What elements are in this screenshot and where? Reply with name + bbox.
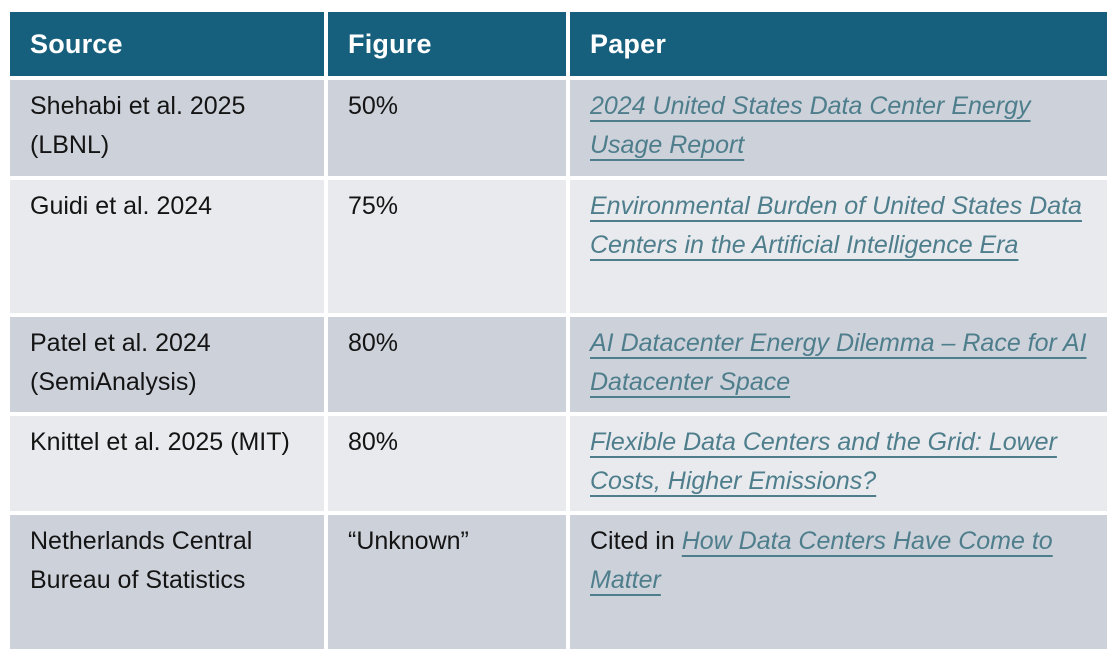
- figure-cell: 75%: [328, 180, 566, 313]
- figure-cell: 80%: [328, 416, 566, 511]
- paper-link[interactable]: Flexible Data Centers and the Grid: Lowe…: [590, 428, 1057, 495]
- paper-cell: Cited in How Data Centers Have Come to M…: [570, 515, 1107, 649]
- paper-cell: 2024 United States Data Center Energy Us…: [570, 80, 1107, 176]
- paper-link[interactable]: How Data Centers Have Come to Matter: [590, 527, 1053, 594]
- paper-cell: AI Datacenter Energy Dilemma – Race for …: [570, 317, 1107, 412]
- paper-link[interactable]: AI Datacenter Energy Dilemma – Race for …: [590, 329, 1087, 396]
- paper-cell: Environmental Burden of United States Da…: [570, 180, 1107, 313]
- column-header-paper: Paper: [570, 12, 1107, 76]
- table-row: Patel et al. 2024 (SemiAnalysis) 80% AI …: [10, 317, 1107, 412]
- paper-cell: Flexible Data Centers and the Grid: Lowe…: [570, 416, 1107, 511]
- figure-cell: 80%: [328, 317, 566, 412]
- paper-prefix: Cited in: [590, 527, 675, 555]
- paper-link[interactable]: 2024 United States Data Center Energy Us…: [590, 92, 1031, 159]
- table-row: Knittel et al. 2025 (MIT) 80% Flexible D…: [10, 416, 1107, 511]
- column-header-source: Source: [10, 12, 324, 76]
- source-cell: Guidi et al. 2024: [10, 180, 324, 313]
- source-cell: Knittel et al. 2025 (MIT): [10, 416, 324, 511]
- source-cell: Netherlands Central Bureau of Statistics: [10, 515, 324, 649]
- sources-table: Source Figure Paper Shehabi et al. 2025 …: [6, 8, 1111, 653]
- figure-cell: 50%: [328, 80, 566, 176]
- source-cell: Patel et al. 2024 (SemiAnalysis): [10, 317, 324, 412]
- paper-link[interactable]: Environmental Burden of United States Da…: [590, 192, 1082, 259]
- header-row: Source Figure Paper: [10, 12, 1107, 76]
- table-row: Netherlands Central Bureau of Statistics…: [10, 515, 1107, 649]
- source-cell: Shehabi et al. 2025 (LBNL): [10, 80, 324, 176]
- table-row: Shehabi et al. 2025 (LBNL) 50% 2024 Unit…: [10, 80, 1107, 176]
- table-row: Guidi et al. 2024 75% Environmental Burd…: [10, 180, 1107, 313]
- figure-cell: “Unknown”: [328, 515, 566, 649]
- column-header-figure: Figure: [328, 12, 566, 76]
